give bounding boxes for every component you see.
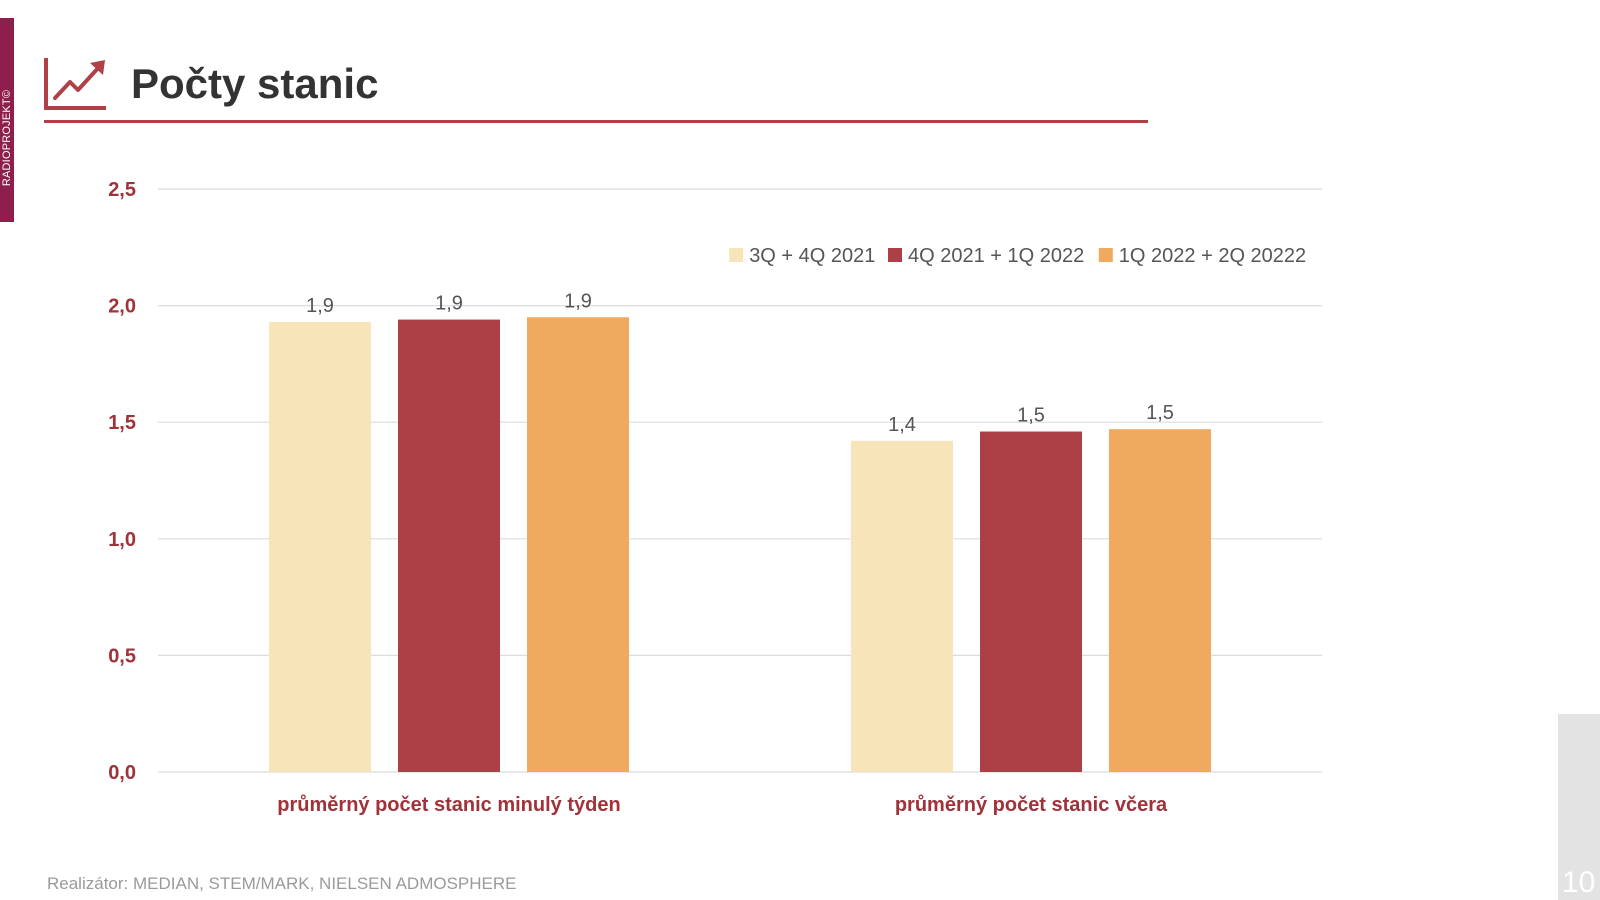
y-tick-label: 1,5 xyxy=(108,412,136,434)
side-tab: RADIOPROJEKT© xyxy=(0,18,14,222)
legend-swatch xyxy=(1098,248,1113,262)
bar xyxy=(527,317,629,772)
title-divider xyxy=(44,120,1148,123)
trending-up-chart-icon xyxy=(44,58,106,110)
data-label: 1,5 xyxy=(1017,405,1045,427)
bar xyxy=(398,319,500,772)
bar xyxy=(269,321,371,772)
source-footer: Realizátor: MEDIAN, STEM/MARK, NIELSEN A… xyxy=(47,874,517,893)
y-tick-label: 0,0 xyxy=(108,762,136,784)
data-label: 1,9 xyxy=(564,290,592,312)
page-tab xyxy=(1558,714,1600,900)
page-title: Počty stanic xyxy=(131,60,379,107)
legend-label: 1Q 2022 + 2Q 20222 xyxy=(1119,245,1306,267)
legend-swatch xyxy=(729,248,744,262)
data-label: 1,5 xyxy=(1146,402,1174,424)
x-category-label: průměrný počet stanic včera xyxy=(895,794,1168,816)
page-number: 10 xyxy=(1562,866,1596,899)
y-tick-label: 1,0 xyxy=(108,529,136,551)
data-label: 1,9 xyxy=(306,295,334,317)
legend-label: 3Q + 4Q 2021 xyxy=(749,245,875,267)
legend-label: 4Q 2021 + 1Q 2022 xyxy=(908,245,1084,267)
y-tick-label: 2,5 xyxy=(108,179,136,201)
data-label: 1,9 xyxy=(435,293,463,315)
bar xyxy=(851,440,953,772)
y-tick-label: 2,0 xyxy=(108,296,136,318)
data-label: 1,4 xyxy=(888,414,916,436)
x-category-label: průměrný počet stanic minulý týden xyxy=(277,794,620,816)
bar-chart: 0,0 0,5 1,0 1,5 2,0 2,5 1,9 1,9 1,9 průměrný poče… xyxy=(108,179,1322,816)
bar xyxy=(980,431,1082,772)
y-tick-label: 0,5 xyxy=(108,645,136,667)
bar xyxy=(1109,429,1211,772)
legend-swatch xyxy=(888,248,902,262)
